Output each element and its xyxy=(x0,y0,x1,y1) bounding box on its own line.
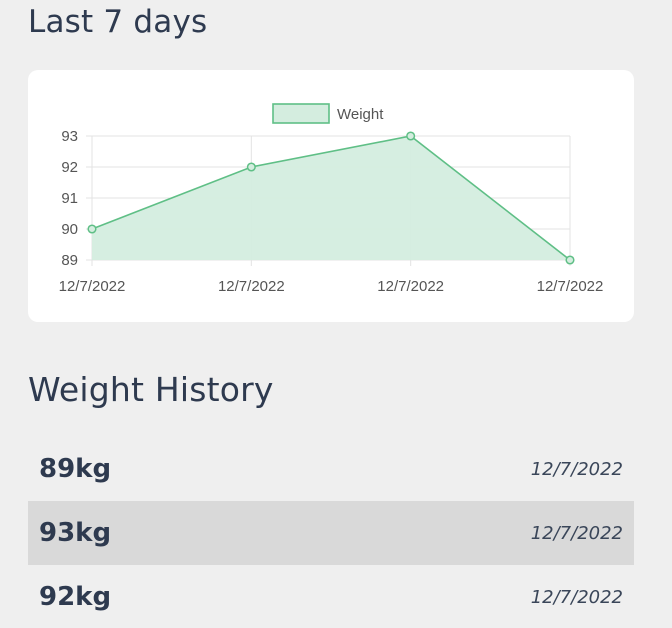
weight-chart: 89 90 91 92 93 12/7/2022 12/7/2022 12/7/2022 12/… xyxy=(59,103,604,295)
weight-history-heading: Weight History xyxy=(28,370,274,409)
history-date: 12/7/2022 xyxy=(530,458,623,480)
x-tick-label: 12/7/2022 xyxy=(218,278,285,295)
weight-area xyxy=(92,136,570,260)
weight-line xyxy=(91,135,571,261)
x-tick-label: 12/7/2022 xyxy=(377,278,444,295)
legend-label: Weight xyxy=(337,106,384,123)
history-weight: 93kg xyxy=(39,518,112,548)
history-date: 12/7/2022 xyxy=(530,522,623,544)
weight-point xyxy=(87,224,97,234)
x-tick-label: 12/7/2022 xyxy=(59,278,126,295)
weight-point xyxy=(246,162,256,172)
weight-point xyxy=(565,255,575,265)
history-row[interactable]: 89kg 12/7/2022 xyxy=(28,437,634,501)
y-tick-label: 93 xyxy=(61,128,78,145)
history-date: 12/7/2022 xyxy=(530,586,623,608)
weight-history-list: 89kg 12/7/2022 93kg 12/7/2022 92kg 12/7/… xyxy=(28,437,634,628)
history-row[interactable]: 92kg 12/7/2022 xyxy=(28,565,634,628)
weight-chart-card: 89 90 91 92 93 12/7/2022 12/7/2022 12/7/2022 12/… xyxy=(28,70,634,322)
y-tick-label: 89 xyxy=(61,252,78,269)
weight-point xyxy=(406,131,416,141)
y-tick-label: 91 xyxy=(61,190,78,207)
legend-swatch xyxy=(272,103,330,124)
y-tick-label: 92 xyxy=(61,159,78,176)
history-weight: 89kg xyxy=(39,454,112,484)
x-tick-label: 12/7/2022 xyxy=(537,278,604,295)
history-weight: 92kg xyxy=(39,582,112,612)
history-row[interactable]: 93kg 12/7/2022 xyxy=(28,501,634,565)
y-tick-label: 90 xyxy=(61,221,78,238)
last-7-days-heading: Last 7 days xyxy=(28,4,208,40)
